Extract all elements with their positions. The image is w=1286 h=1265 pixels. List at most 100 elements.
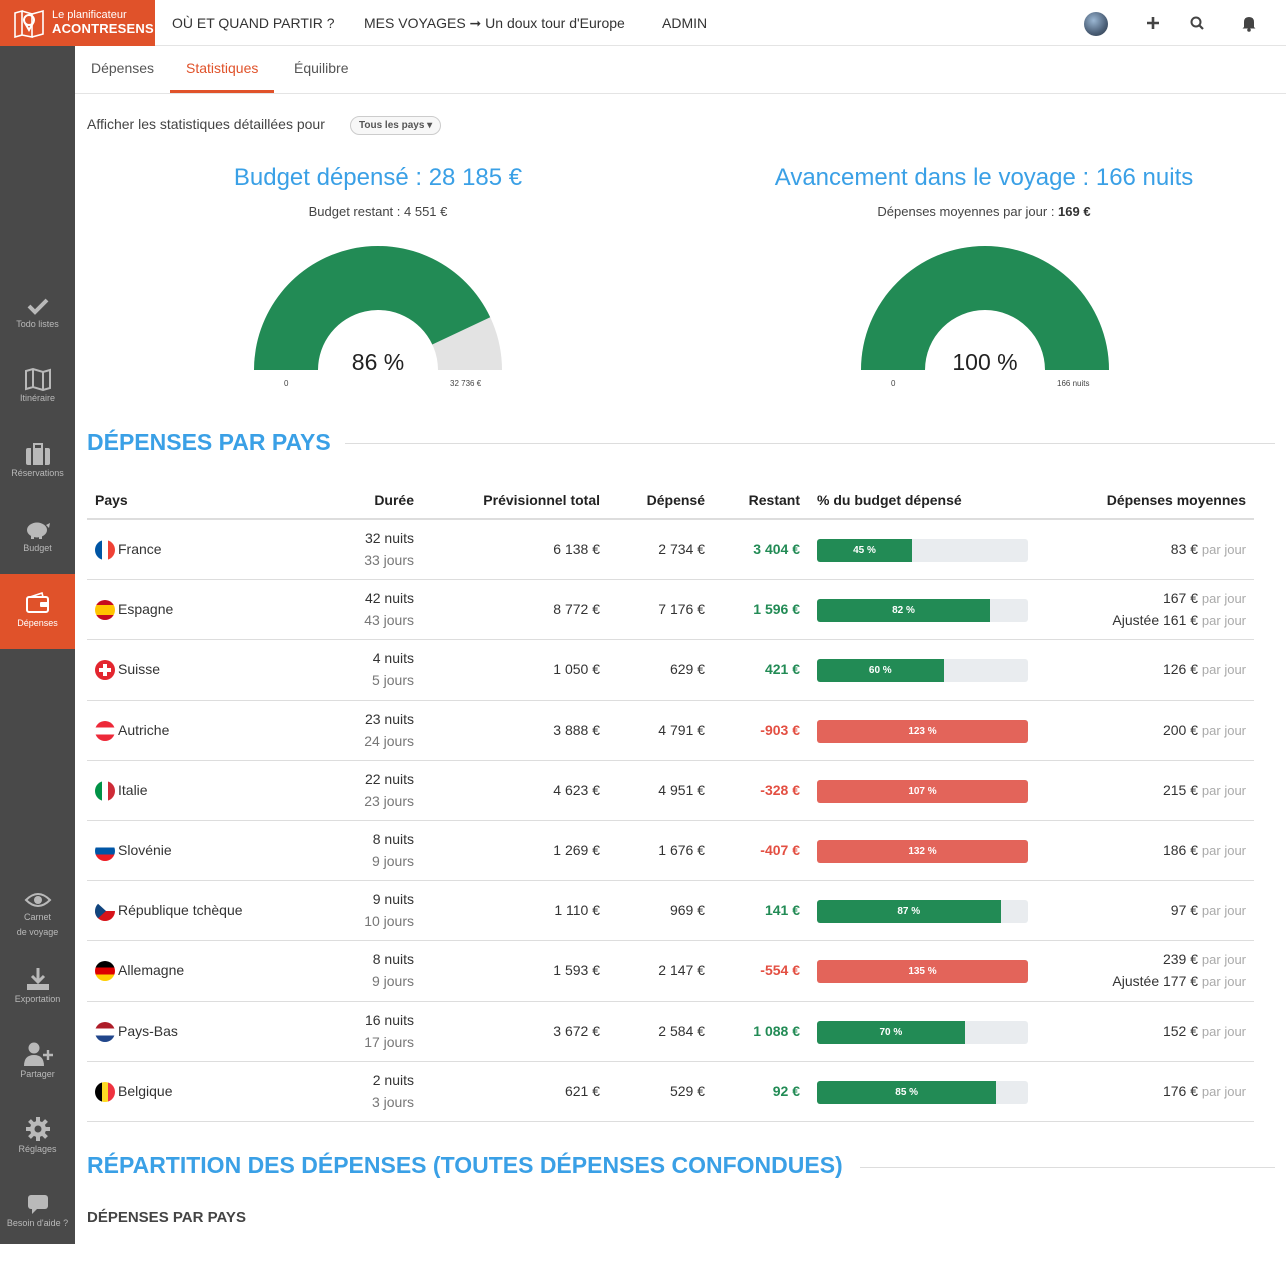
avg-value: 186 €: [1162, 841, 1199, 858]
per-day-label: par jour: [1201, 782, 1246, 798]
duration-days: 43 jours: [364, 612, 414, 629]
country-name: Allemagne: [118, 962, 185, 979]
planned-total: 3 672 €: [553, 1022, 600, 1039]
duration-nights: 4 nuits: [372, 650, 414, 667]
check-icon: [27, 298, 48, 315]
per-day-label: par jour: [1201, 722, 1246, 738]
main-content: Afficher les statistiques détaillées pou…: [75, 94, 1286, 1244]
budget-progress-bar: 60 %: [817, 659, 1028, 683]
per-day-label: par jour: [1201, 952, 1246, 968]
tab-statistics[interactable]: Statistiques: [170, 46, 275, 93]
sidebar-label-reservations: Réservations: [11, 468, 64, 478]
country-name: Slovénie: [118, 841, 172, 858]
spent-amount: 1 676 €: [658, 841, 705, 858]
table-row: Belgique 2 nuits 3 jours 621 € 529 € 92 …: [87, 1062, 1254, 1122]
duration-nights: 16 nuits: [364, 1011, 414, 1028]
sidebar-item-export[interactable]: Exportation: [0, 964, 75, 1039]
sidebar-label-todo: Todo listes: [16, 319, 59, 329]
plus-icon[interactable]: [1143, 13, 1163, 33]
budget-progress-bar: 107 %: [817, 779, 1028, 803]
adjusted-avg-per-day: Ajustée 161 € par jour: [1112, 612, 1246, 628]
sidebar-item-todo[interactable]: Todo listes: [0, 287, 75, 362]
brand-logo[interactable]: Le planificateur ACONTRESENS: [0, 0, 155, 46]
belgium-flag: [95, 1081, 115, 1102]
germany-flag: [95, 961, 115, 982]
sidebar-item-travel-journal[interactable]: Carnet de voyage: [0, 888, 75, 963]
avatar[interactable]: [1084, 12, 1108, 36]
adjusted-avg-value: Ajustée 161 €: [1112, 612, 1199, 629]
budget-progress-bar: 87 %: [817, 900, 1028, 924]
avg-daily-spending: Dépenses moyennes par jour : 169 €: [734, 204, 1234, 219]
col-header-planned: Prévisionnel total: [483, 492, 600, 508]
country-name: Pays-Bas: [118, 1022, 178, 1039]
budget-progress-fill: 85 %: [817, 1080, 997, 1104]
per-day-label: par jour: [1201, 542, 1246, 557]
budget-progress-fill: 70 %: [817, 1020, 965, 1044]
avg-daily-value: 169 €: [1058, 204, 1091, 219]
tab-expenses[interactable]: Dépenses: [91, 60, 155, 76]
france-flag: [95, 540, 115, 560]
budget-gauge-max: 32 736 €: [450, 379, 482, 388]
per-day-label: par jour: [1201, 591, 1246, 607]
country-name: Autriche: [118, 721, 170, 738]
sidebar-label-help: Besoin d'aide ?: [6, 1218, 69, 1228]
avg-per-day: 97 € par jour: [1171, 902, 1246, 918]
avg-value: 167 €: [1162, 590, 1199, 607]
avg-per-day: 239 € par jour: [1163, 951, 1246, 967]
sidebar-item-settings[interactable]: Réglages: [0, 1114, 75, 1189]
austria-flag: [95, 720, 115, 741]
spent-amount: 2 734 €: [658, 541, 705, 557]
sidebar-item-help[interactable]: Besoin d'aide ?: [0, 1190, 75, 1265]
sidebar-item-budget[interactable]: Budget: [0, 512, 75, 587]
per-day-label: par jour: [1201, 662, 1246, 678]
avg-per-day: 186 € par jour: [1163, 842, 1246, 858]
sidebar-label-settings: Réglages: [18, 1144, 57, 1154]
budget-remaining: Budget restant : 4 551 €: [308, 204, 448, 219]
avg-per-day: 215 € par jour: [1163, 782, 1246, 798]
gear-icon: [25, 1117, 50, 1141]
nav-my-trips[interactable]: MES VOYAGES ➞ Un doux tour d'Europe: [364, 15, 625, 31]
avg-per-day: 176 € par jour: [1163, 1083, 1246, 1099]
remaining-amount: -903 €: [760, 721, 800, 738]
top-bar: Le planificateur ACONTRESENS OÙ ET QUAND…: [0, 0, 1286, 46]
avg-value: 83 €: [1170, 541, 1199, 557]
bell-icon[interactable]: [1239, 13, 1259, 33]
chat-icon: [27, 1195, 48, 1214]
table-header: Pays Durée Prévisionnel total Dépensé Re…: [87, 476, 1254, 520]
wallet-icon: [25, 592, 49, 613]
progress-gauge-min: 0: [891, 379, 896, 388]
country-name: Belgique: [118, 1082, 173, 1099]
country-name: Italie: [118, 781, 148, 798]
planned-total: 1 593 €: [553, 962, 600, 979]
spent-amount: 529 €: [669, 1082, 705, 1099]
italy-flag: [95, 780, 115, 801]
brand-line2: ACONTRESENS: [52, 21, 154, 36]
nav-admin[interactable]: ADMIN: [662, 15, 708, 31]
table-row: Suisse 4 nuits 5 jours 1 050 € 629 € 421…: [87, 640, 1254, 701]
search-icon[interactable]: [1187, 13, 1207, 33]
col-header-avg: Dépenses moyennes: [1106, 492, 1246, 508]
budget-progress-fill: 82 %: [817, 599, 991, 623]
sidebar-item-expenses[interactable]: Dépenses: [0, 574, 75, 649]
table-row: Espagne 42 nuits 43 jours 8 772 € 7 176 …: [87, 580, 1254, 641]
sidebar-item-share[interactable]: Partager: [0, 1039, 75, 1114]
sidebar-label-expenses: Dépenses: [17, 618, 58, 628]
planned-total: 6 138 €: [553, 541, 600, 557]
tab-balance[interactable]: Équilibre: [294, 60, 349, 76]
table-row: Italie 22 nuits 23 jours 4 623 € 4 951 €…: [87, 761, 1254, 821]
expenses-by-country-table: Pays Durée Prévisionnel total Dépensé Re…: [87, 476, 1254, 1122]
sidebar-item-itinerary[interactable]: Itinéraire: [0, 362, 75, 437]
country-filter-dropdown[interactable]: Tous les pays ▾: [350, 116, 442, 135]
budget-gauge-min: 0: [284, 379, 289, 388]
col-header-duration: Durée: [374, 492, 414, 508]
country-name: République tchèque: [118, 902, 243, 919]
budget-progress-bar: 132 %: [817, 839, 1028, 863]
spent-amount: 969 €: [669, 902, 705, 919]
sidebar-item-reservations[interactable]: Réservations: [0, 437, 75, 512]
budget-progress-bar: 123 %: [817, 719, 1028, 743]
download-icon: [26, 968, 49, 990]
nav-where-when[interactable]: OÙ ET QUAND PARTIR ?: [172, 15, 335, 31]
duration-nights: 32 nuits: [364, 530, 414, 546]
filter-label: Afficher les statistiques détaillées pou…: [87, 116, 325, 132]
per-day-label: par jour: [1201, 1023, 1246, 1039]
